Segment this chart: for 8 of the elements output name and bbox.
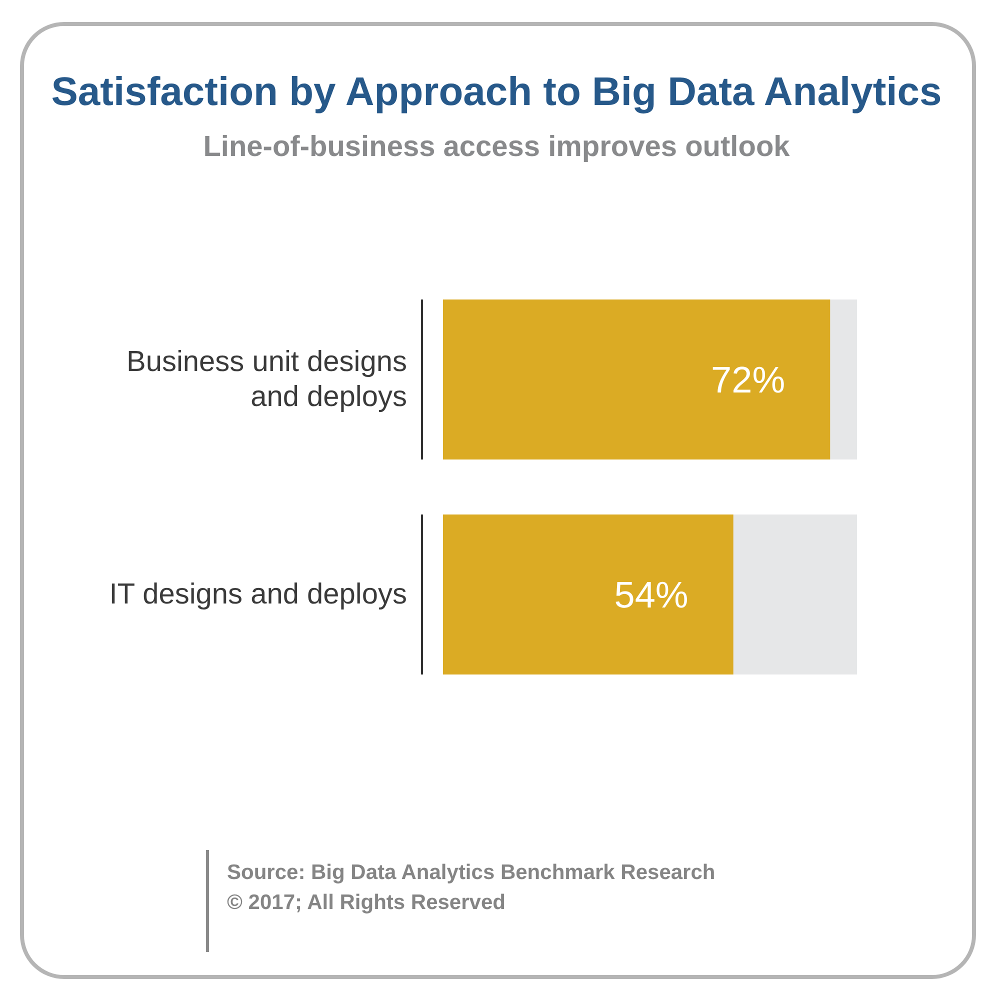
y-tick-label: Business unit designs and deploys (126, 346, 407, 413)
data-label: 54% (614, 574, 688, 616)
source-note: Source: Big Data Analytics Benchmark Research (227, 860, 716, 886)
text: © 2017; All Rights Reserved (227, 890, 506, 916)
chart-title: Satisfaction by Approach to Big Data Analytics (50, 69, 943, 116)
chart-subtitle: Line-of-business access improves outlook (202, 130, 791, 165)
y-tick-label: IT designs and deploys (109, 578, 407, 610)
data-label: 72% (711, 360, 786, 401)
